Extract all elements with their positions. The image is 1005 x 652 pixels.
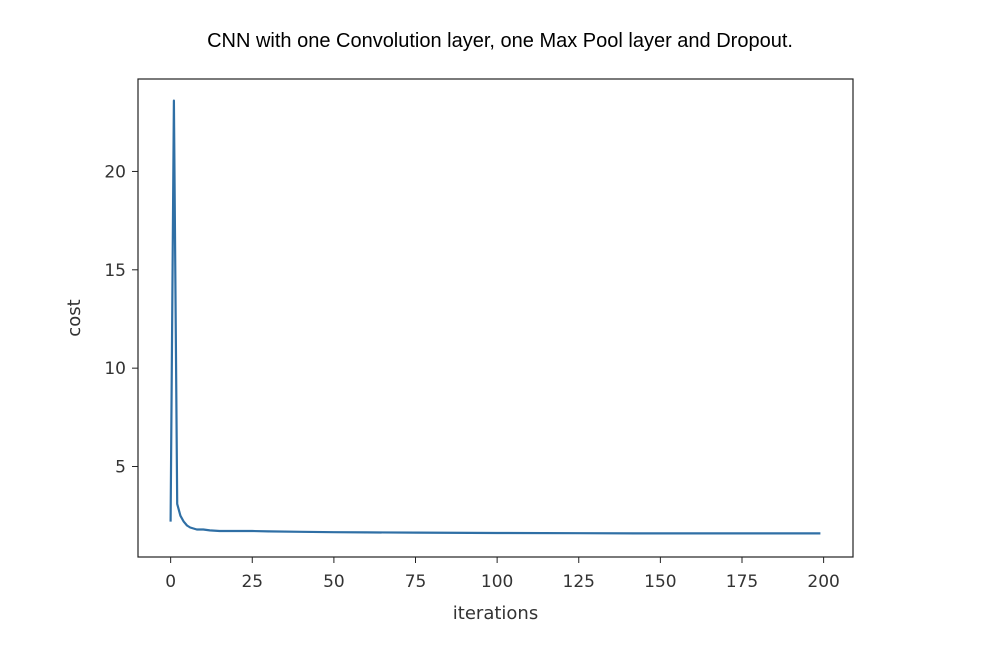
cost-series-line [169,99,821,535]
x-tick-label: 125 [563,572,595,592]
plot-frame [137,78,854,558]
series-layer [169,99,821,535]
y-tick-label: 5 [115,458,126,478]
y-tick-label: 10 [104,359,126,379]
y-tick-label: 20 [104,162,126,182]
x-tick-label: 0 [165,572,176,592]
chart-title: CNN with one Convolution layer, one Max … [207,30,793,52]
x-tick-label: 150 [644,572,676,592]
y-tick-label: 15 [104,261,126,281]
ticks-layer: 0 25 50 75 100 125 150 175 200 5 10 15 20 [104,162,839,592]
x-axis-label: iterations [453,603,538,624]
x-tick-label: 25 [241,572,263,592]
y-axis-label: cost [64,299,85,336]
x-tick-label: 200 [807,572,839,592]
x-tick-label: 175 [726,572,758,592]
x-tick-label: 75 [405,572,427,592]
x-tick-label: 50 [323,572,345,592]
x-tick-label: 100 [481,572,513,592]
